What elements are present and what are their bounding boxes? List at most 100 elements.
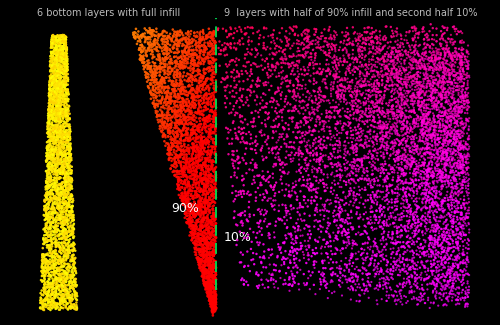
- Point: [58, 85, 66, 90]
- Point: [194, 192, 202, 198]
- Point: [446, 291, 454, 296]
- Point: [45, 166, 53, 172]
- Point: [454, 243, 462, 248]
- Point: [168, 163, 175, 168]
- Point: [176, 129, 184, 135]
- Point: [66, 175, 74, 180]
- Point: [55, 242, 63, 248]
- Point: [350, 60, 358, 65]
- Point: [406, 83, 413, 88]
- Point: [180, 133, 188, 138]
- Point: [430, 215, 438, 220]
- Point: [244, 87, 252, 92]
- Point: [59, 257, 67, 262]
- Point: [408, 289, 416, 294]
- Point: [212, 191, 220, 197]
- Point: [172, 120, 180, 125]
- Point: [424, 112, 432, 117]
- Point: [57, 259, 65, 264]
- Point: [442, 275, 450, 280]
- Point: [48, 41, 56, 46]
- Point: [50, 78, 58, 84]
- Point: [252, 54, 260, 59]
- Point: [411, 270, 419, 275]
- Point: [59, 288, 67, 293]
- Point: [60, 135, 68, 140]
- Point: [63, 78, 71, 83]
- Point: [207, 55, 215, 60]
- Point: [417, 207, 425, 212]
- Point: [173, 169, 181, 175]
- Point: [410, 37, 418, 42]
- Point: [62, 230, 70, 235]
- Point: [438, 186, 446, 191]
- Point: [46, 63, 54, 69]
- Point: [48, 282, 56, 287]
- Point: [390, 150, 398, 155]
- Point: [47, 266, 55, 271]
- Point: [53, 60, 61, 65]
- Point: [58, 231, 66, 236]
- Point: [446, 51, 454, 56]
- Point: [416, 95, 424, 100]
- Point: [462, 232, 470, 237]
- Point: [392, 104, 400, 110]
- Point: [148, 90, 156, 95]
- Point: [428, 68, 436, 73]
- Point: [48, 53, 56, 58]
- Point: [456, 135, 464, 140]
- Point: [356, 46, 364, 52]
- Point: [430, 130, 438, 135]
- Point: [328, 266, 336, 271]
- Point: [414, 143, 422, 148]
- Point: [289, 28, 297, 33]
- Point: [460, 252, 468, 257]
- Point: [183, 158, 191, 163]
- Point: [434, 137, 442, 142]
- Point: [59, 113, 67, 118]
- Point: [202, 215, 210, 220]
- Point: [327, 82, 335, 87]
- Point: [364, 245, 372, 250]
- Point: [462, 260, 469, 265]
- Point: [57, 92, 65, 97]
- Point: [204, 138, 212, 144]
- Point: [50, 148, 58, 153]
- Point: [430, 100, 438, 105]
- Point: [190, 208, 198, 214]
- Point: [174, 156, 182, 161]
- Point: [50, 100, 58, 105]
- Point: [346, 121, 354, 126]
- Point: [221, 53, 229, 58]
- Point: [310, 78, 318, 83]
- Point: [66, 276, 74, 281]
- Point: [198, 74, 205, 80]
- Point: [437, 158, 445, 163]
- Point: [206, 131, 214, 136]
- Point: [48, 39, 56, 44]
- Point: [268, 105, 276, 110]
- Point: [64, 164, 72, 169]
- Point: [406, 289, 413, 294]
- Point: [362, 106, 370, 111]
- Point: [458, 234, 466, 239]
- Point: [450, 286, 458, 291]
- Point: [42, 206, 50, 211]
- Point: [328, 291, 336, 296]
- Point: [42, 185, 50, 190]
- Point: [420, 108, 428, 113]
- Point: [184, 30, 192, 35]
- Point: [201, 156, 209, 161]
- Point: [212, 225, 220, 230]
- Point: [257, 147, 265, 152]
- Point: [200, 217, 208, 222]
- Point: [322, 199, 330, 204]
- Point: [438, 283, 446, 289]
- Point: [195, 236, 203, 241]
- Point: [191, 60, 199, 66]
- Point: [200, 239, 207, 244]
- Point: [70, 264, 78, 269]
- Point: [372, 190, 380, 196]
- Point: [406, 192, 413, 198]
- Point: [352, 241, 360, 246]
